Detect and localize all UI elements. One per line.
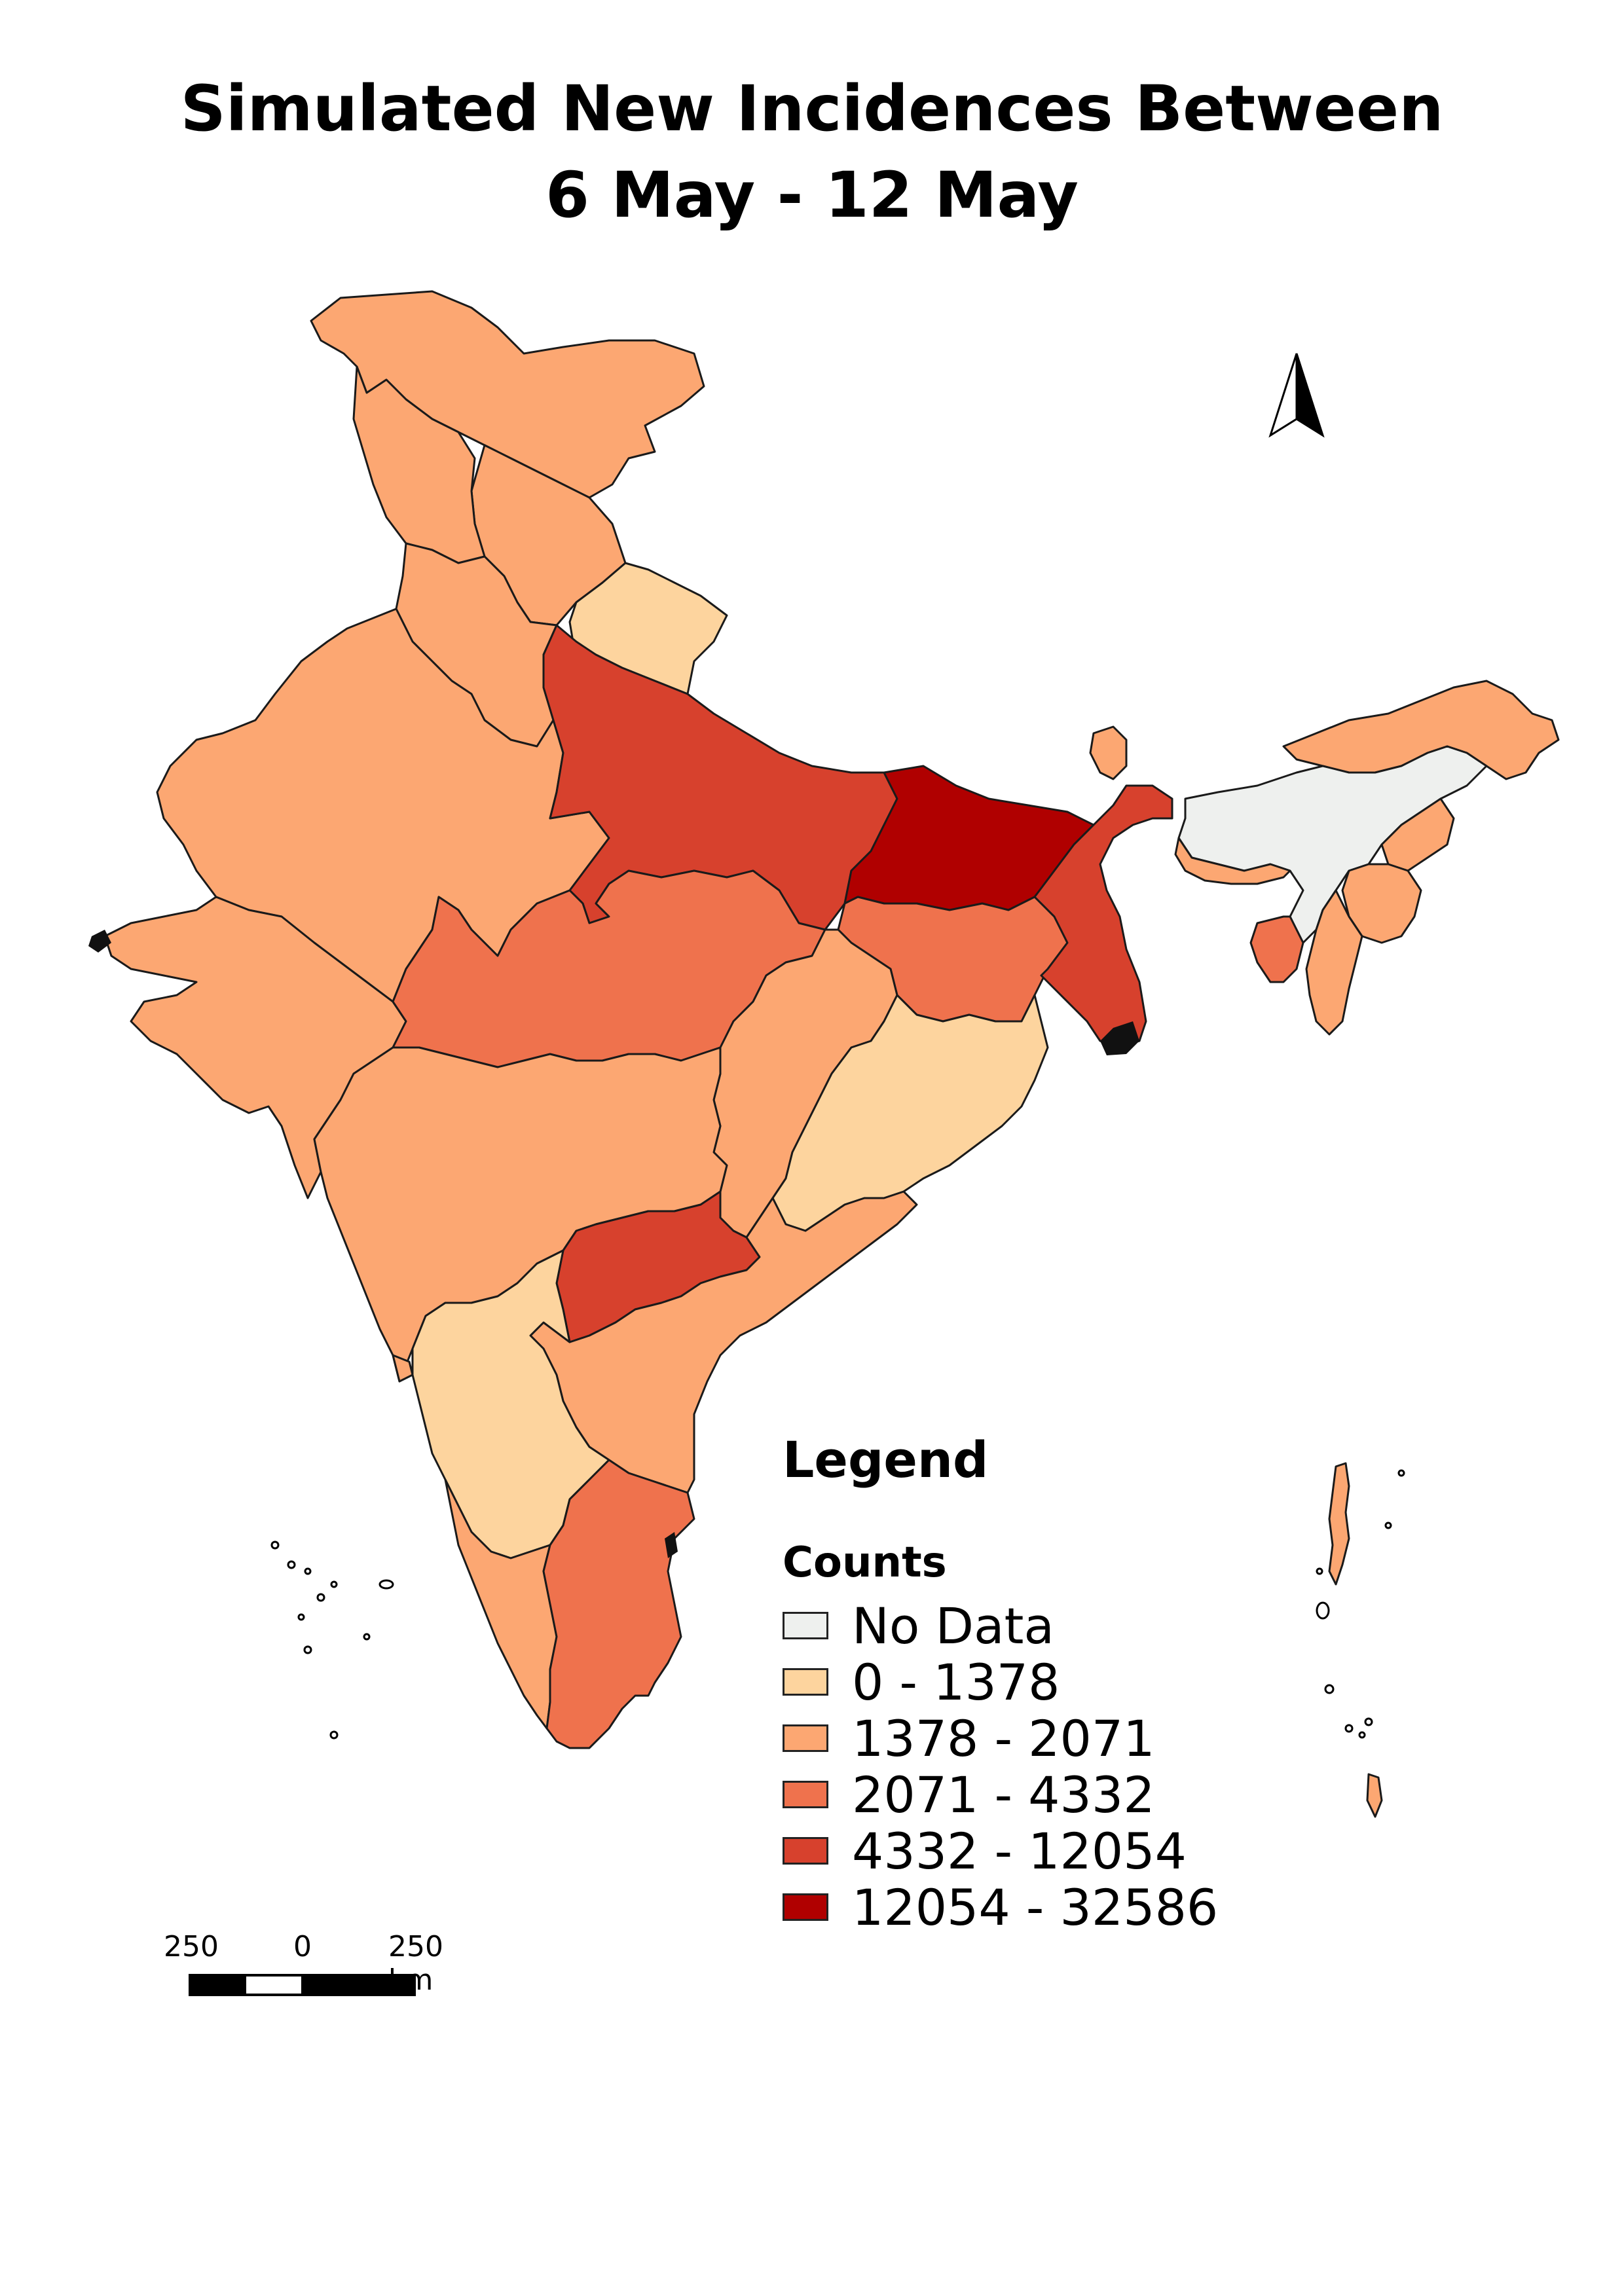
legend-list: No Data 0 - 1378 1378 - 2071 2071 - 4332… (783, 1596, 1219, 1937)
legend-swatch (783, 1612, 828, 1639)
region-tamil-nadu (542, 1459, 695, 1749)
region-odisha (771, 994, 1049, 1232)
legend-item-class-2: 1378 - 2071 (783, 1709, 1218, 1768)
scale-segment-1 (189, 1974, 246, 1996)
region-tripura (1249, 915, 1304, 983)
legend-swatch (783, 1893, 828, 1921)
legend-label: 2071 - 4332 (852, 1765, 1155, 1824)
coastal-fragments (88, 930, 1139, 1558)
legend-swatch (783, 1837, 828, 1865)
map-title-line-1: Simulated New Incidences Between (180, 72, 1444, 145)
small-islands (270, 1469, 1405, 1740)
legend-swatch (783, 1668, 828, 1696)
region-west-bengal (1033, 784, 1173, 1049)
region-punjab (352, 365, 486, 564)
legend-item-class-1: 0 - 1378 (783, 1652, 1218, 1711)
legend-subtitle: Counts (783, 1539, 947, 1587)
legend-item-class-4: 4332 - 12054 (783, 1821, 1218, 1880)
legend-label: 12054 - 32586 (852, 1878, 1219, 1937)
legend-item-class-3: 2071 - 4332 (783, 1765, 1218, 1824)
legend-label: 0 - 1378 (852, 1652, 1060, 1711)
region-andhra-pradesh (529, 1190, 918, 1494)
scale-segment-2 (244, 1974, 304, 1996)
scale-label-zero: 0 (293, 1930, 312, 1963)
region-sikkim (1089, 725, 1128, 780)
legend-label: No Data (852, 1596, 1054, 1655)
legend-label: 1378 - 2071 (852, 1709, 1155, 1768)
scale-bar: 250 0 250 km (164, 1930, 443, 1997)
region-nicobar-islands (1366, 1773, 1383, 1818)
legend-label: 4332 - 12054 (852, 1821, 1187, 1880)
legend-title: Legend (783, 1430, 989, 1489)
legend-swatch (783, 1724, 828, 1752)
legend-swatch (783, 1781, 828, 1808)
north-arrow-icon (1268, 353, 1325, 438)
legend-item-class-5: 12054 - 32586 (783, 1878, 1219, 1937)
region-meghalaya (1174, 837, 1291, 885)
region-mizoram (1305, 889, 1363, 1036)
region-andaman-islands (1328, 1462, 1350, 1586)
map-title-line-2: 6 May - 12 May (545, 158, 1079, 232)
legend-item-no-data: No Data (783, 1596, 1218, 1655)
region-goa (392, 1354, 414, 1383)
scale-segment-3 (301, 1974, 416, 1996)
scale-label-left: 250 (164, 1930, 219, 1963)
map-title: Simulated New Incidences Between 6 May -… (0, 65, 1624, 238)
